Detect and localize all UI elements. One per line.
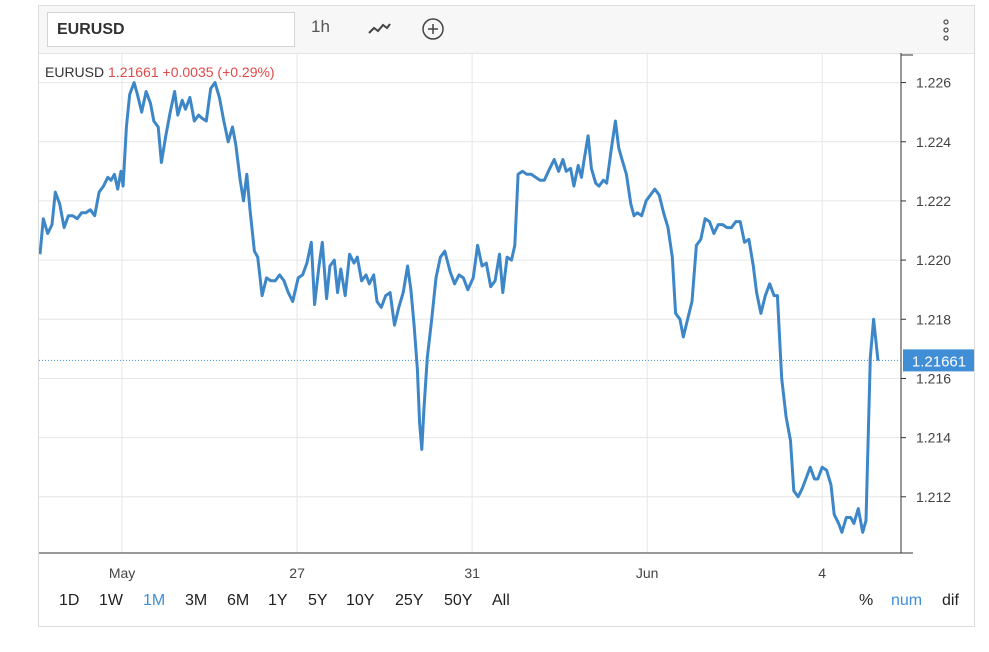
mode-button-dif[interactable]: dif	[942, 592, 959, 609]
y-tick-label: 1.218	[916, 311, 951, 327]
range-button-all[interactable]: All	[492, 592, 510, 609]
range-button-1d[interactable]: 1D	[59, 592, 80, 609]
range-button-1m[interactable]: 1M	[143, 592, 166, 609]
y-tick-label: 1.216	[916, 370, 951, 386]
range-button-1w[interactable]: 1W	[99, 592, 123, 609]
y-tick-label: 1.222	[916, 193, 951, 209]
more-vertical-icon[interactable]	[942, 18, 950, 42]
quote-change: +0.0035 (+0.29%)	[163, 64, 275, 80]
range-button-3m[interactable]: 3M	[185, 592, 208, 609]
line-chart-icon[interactable]	[366, 16, 392, 42]
chart-toolbar: EURUSD 1h	[39, 6, 974, 54]
symbol-input[interactable]: EURUSD	[47, 12, 295, 47]
y-tick-label: 1.220	[916, 252, 951, 268]
range-button-1y[interactable]: 1Y	[268, 592, 288, 609]
y-tick-label: 1.224	[916, 134, 951, 150]
x-tick-label: 27	[289, 565, 305, 581]
mode-button-percent[interactable]: %	[859, 592, 874, 609]
y-tick-label: 1.212	[916, 489, 951, 505]
quote-symbol: EURUSD	[45, 64, 108, 80]
chart-widget: EURUSD 1h 1.212 1.214 1.216 1.218 1.220 1.222…	[38, 5, 975, 627]
range-button-25y[interactable]: 25Y	[395, 592, 424, 609]
y-tick-label: 1.214	[916, 430, 951, 446]
quote-header: EURUSD 1.21661 +0.0035 (+0.29%)	[45, 64, 275, 80]
range-button-5y[interactable]: 5Y	[308, 592, 328, 609]
range-button-6m[interactable]: 6M	[227, 592, 250, 609]
add-circle-icon[interactable]	[420, 16, 446, 42]
price-chart[interactable]: 1.212 1.214 1.216 1.218 1.220 1.222 1.224 1.226…	[39, 53, 974, 588]
last-price-badge	[903, 349, 974, 372]
x-tick-label: May	[109, 565, 135, 581]
interval-selector[interactable]: 1h	[311, 17, 330, 36]
last-price-label: 1.21661	[912, 353, 966, 370]
quote-price: 1.21661	[108, 64, 163, 80]
y-tick-label: 1.226	[916, 75, 951, 91]
x-tick-label: Jun	[636, 565, 659, 581]
range-button-50y[interactable]: 50Y	[444, 592, 473, 609]
x-tick-label: 4	[818, 565, 826, 581]
price-series-line	[39, 81, 880, 534]
mode-button-num[interactable]: num	[891, 592, 923, 609]
range-button-10y[interactable]: 10Y	[346, 592, 375, 609]
x-tick-label: 31	[464, 565, 480, 581]
